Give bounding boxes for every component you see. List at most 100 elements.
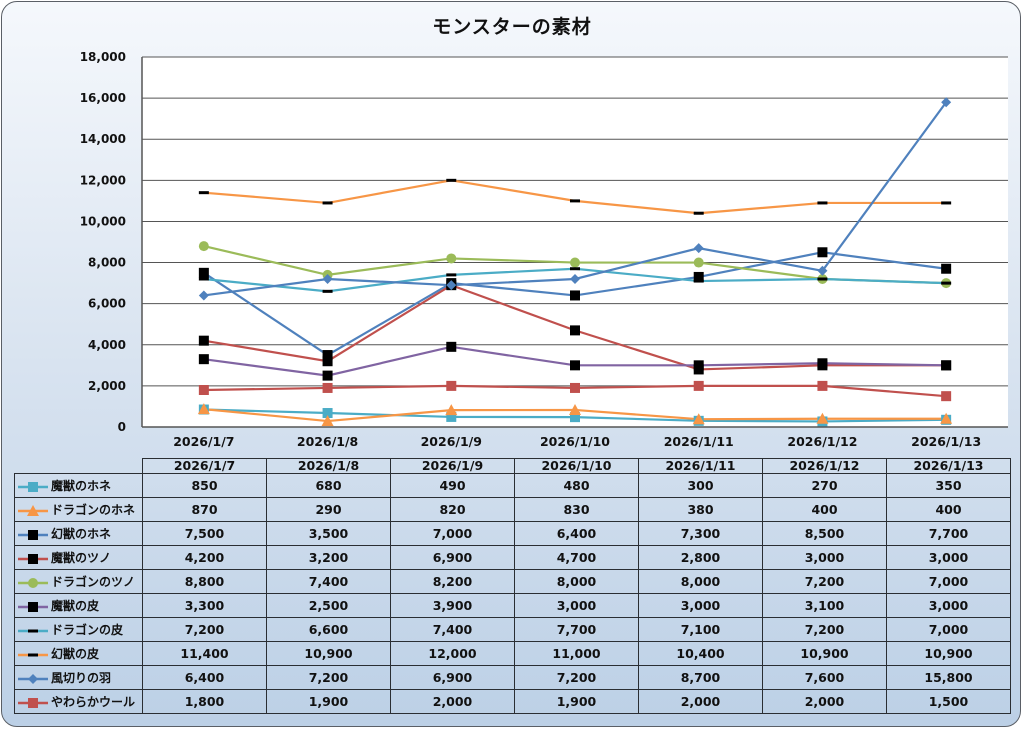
x-tick-label: 2026/1/10 — [540, 434, 610, 449]
data-point — [693, 257, 704, 268]
x-tick-label: 2026/1/7 — [173, 434, 234, 449]
table-cell: 7,000 — [886, 617, 1011, 642]
data-point — [198, 267, 209, 278]
table-row: ドラゴンのツノ 8,800 7,400 8,200 8,000 8,000 7,200 7,0… — [14, 569, 1011, 594]
data-point — [692, 413, 705, 425]
table-cell: 6,400 — [514, 521, 639, 546]
table-cell: 1,900 — [514, 689, 639, 714]
y-tick-label: 0 — [118, 420, 126, 434]
data-point — [693, 271, 704, 282]
table-cell: 300 — [638, 473, 763, 498]
table-cell: 7,500 — [142, 521, 267, 546]
table-cell: 7,300 — [638, 521, 763, 546]
data-point — [198, 385, 209, 395]
table-cell: 7,200 — [762, 569, 887, 594]
table-cell: 7,700 — [514, 617, 639, 642]
table-column-header: 2026/1/12 — [762, 458, 887, 474]
legend-marker — [28, 629, 38, 632]
data-point — [941, 201, 952, 205]
table-cell: 1,500 — [886, 689, 1011, 714]
table-cell: 3,000 — [762, 545, 887, 570]
table-column-header: 2026/1/7 — [142, 458, 267, 474]
data-point — [322, 350, 333, 361]
data-point — [817, 277, 828, 281]
table-column-header: 2026/1/9 — [390, 458, 515, 474]
series-markers-group — [198, 178, 952, 215]
data-point — [693, 360, 704, 371]
data-point — [198, 354, 209, 365]
series-markers-group — [197, 403, 953, 427]
table-cell: 7,200 — [514, 665, 639, 690]
data-point — [446, 280, 457, 291]
data-point — [197, 403, 210, 415]
legend-key-icon — [18, 529, 48, 540]
table-row: ドラゴンのホネ 870 290 820 830 380 400 400 — [14, 497, 1011, 522]
y-tick-label: 10,000 — [80, 214, 126, 228]
legend-label: 魔獣のツノ — [51, 551, 112, 565]
table-column-header: 2026/1/10 — [514, 458, 639, 474]
legend-key-icon — [18, 629, 48, 632]
data-point — [322, 289, 333, 293]
table-row: 魔獣の皮 3,300 2,500 3,900 3,000 3,000 3,100 3,000 — [14, 593, 1011, 618]
table-cell: 850 — [142, 473, 267, 498]
table-cell: 290 — [266, 497, 391, 522]
table-cell: 820 — [390, 497, 515, 522]
legend-marker — [28, 673, 38, 684]
data-point — [569, 403, 581, 415]
data-point — [693, 243, 704, 254]
data-point — [570, 325, 580, 336]
table-cell: 8,000 — [638, 569, 763, 594]
data-point — [322, 274, 333, 284]
x-tick-label: 2026/1/13 — [911, 434, 981, 449]
gridlines — [142, 56, 1008, 387]
data-point — [198, 290, 209, 301]
x-tick-label: 2026/1/11 — [664, 434, 734, 449]
plot-area — [142, 57, 1008, 427]
table-cell: 870 — [142, 497, 267, 522]
legend-key-icon — [18, 653, 48, 656]
table-cell: 4,200 — [142, 545, 267, 570]
table-cell: 4,700 — [514, 545, 639, 570]
data-point — [446, 380, 457, 391]
table-cell: 3,000 — [886, 545, 1011, 570]
data-point — [941, 97, 952, 108]
table-cell: 7,000 — [390, 521, 515, 546]
legend-label: ドラゴンの皮 — [51, 623, 124, 637]
legend-label: 魔獣のホネ — [51, 479, 112, 493]
data-point — [570, 257, 580, 268]
legend-entry: ドラゴンの皮 — [14, 617, 143, 642]
table-cell: 10,400 — [638, 641, 763, 666]
data-point — [198, 335, 209, 346]
data-point — [941, 391, 952, 402]
legend-label: 幻獣のホネ — [51, 527, 112, 541]
legend-label: 風切りの羽 — [51, 671, 112, 685]
data-point — [322, 201, 333, 205]
table-corner — [14, 458, 143, 474]
legend-marker — [28, 577, 38, 588]
data-point — [940, 412, 953, 424]
x-tick-label: 2026/1/12 — [787, 434, 857, 449]
table-cell: 350 — [886, 473, 1011, 498]
table-cell: 7,000 — [886, 569, 1011, 594]
table-cell: 2,500 — [266, 593, 391, 618]
data-point — [198, 191, 209, 195]
table-cell: 7,700 — [886, 521, 1011, 546]
data-point — [816, 412, 829, 424]
table-cell: 7,200 — [762, 617, 887, 642]
table-cell: 3,900 — [390, 593, 515, 618]
table-cell: 8,200 — [390, 569, 515, 594]
y-tick-label: 2,000 — [88, 379, 126, 393]
legend-marker — [28, 601, 38, 612]
table-cell: 3,000 — [886, 593, 1011, 618]
data-point — [570, 412, 580, 423]
data-point — [817, 247, 828, 258]
data-point — [570, 199, 580, 203]
table-cell: 2,000 — [762, 689, 887, 714]
table-cell: 680 — [266, 473, 391, 498]
table-column-header: 2026/1/8 — [266, 458, 391, 474]
y-tick-label: 12,000 — [80, 173, 126, 187]
data-point — [570, 267, 580, 271]
legend-marker — [28, 553, 38, 564]
data-point — [198, 277, 209, 281]
legend-marker — [28, 653, 38, 656]
